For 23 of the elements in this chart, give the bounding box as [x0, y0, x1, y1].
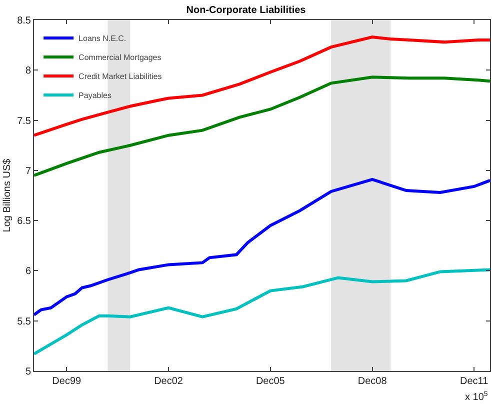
- chart-title: Non-Corporate Liabilities: [186, 5, 306, 16]
- legend-label: Commercial Mortgages: [78, 53, 162, 62]
- line-series: [34, 36, 490, 137]
- legend-label: Loans N.E.C.: [78, 34, 126, 44]
- y-axis-title: Log Billions US$: [2, 158, 14, 232]
- legend-label: Payables: [78, 91, 112, 100]
- y-tick-label: 7.5: [17, 116, 32, 127]
- x-tick-label: Dec08: [358, 376, 388, 387]
- y-tick-label: 5.5: [17, 316, 32, 328]
- line-series: [34, 268, 490, 356]
- x-tick-label: Dec05: [256, 376, 286, 387]
- legend-label: Credit Market Liabilities: [78, 72, 162, 82]
- line-series: [34, 178, 490, 316]
- x-tick-label: Dec11: [460, 376, 489, 387]
- y-tick-label: 6: [25, 266, 32, 278]
- x-tick-label: Dec99: [52, 376, 82, 387]
- y-tick-label: 8.5: [17, 16, 32, 26]
- y-tick-label: 7: [25, 166, 32, 177]
- y-tick-label: 5: [25, 366, 32, 378]
- x-tick-label: Dec02: [154, 376, 184, 387]
- y-tick-label: 6.5: [17, 216, 32, 228]
- y-tick-label: 8: [25, 66, 32, 77]
- text: x 10$^{5}$: [465, 391, 488, 404]
